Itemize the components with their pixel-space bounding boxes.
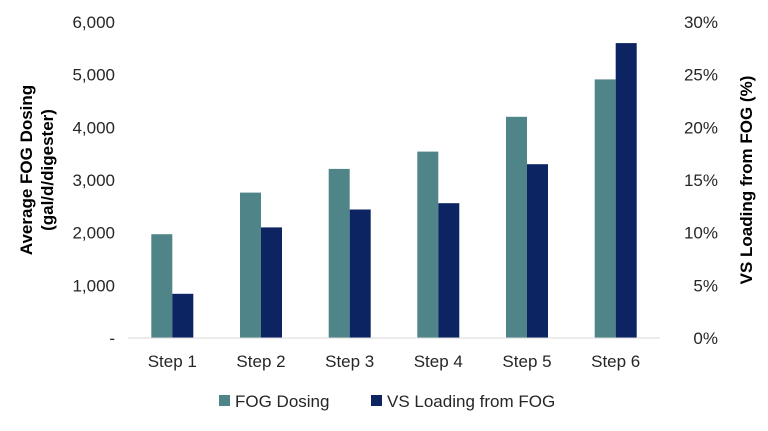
y2-tick-label: 10%	[684, 224, 718, 243]
x-tick-label: Step 1	[148, 352, 197, 371]
left-axis-ticks: - 1,000 2,000 3,000 4,000 5,000 6,000	[72, 13, 115, 348]
y2-tick-label: 15%	[684, 171, 718, 190]
legend-label-vs-loading: VS Loading from FOG	[387, 392, 555, 411]
bar-vs-loading	[349, 209, 371, 338]
y2-tick-label: 0%	[693, 329, 718, 348]
category-labels: Step 1 Step 2 Step 3 Step 4 Step 5 Step 6	[148, 352, 641, 371]
bar-fog-dosing	[151, 234, 173, 338]
bar-vs-loading	[438, 203, 460, 338]
bar-fog-dosing	[506, 116, 527, 338]
y-tick-label: 2,000	[72, 224, 115, 243]
y2-tick-label: 30%	[684, 13, 718, 32]
y-axis-title-line1: Average FOG Dosing	[17, 85, 36, 255]
legend: FOG Dosing VS Loading from FOG	[219, 392, 555, 411]
bar-vs-loading	[261, 227, 282, 338]
bar-vs-loading	[615, 43, 637, 338]
y2-axis-title: VS Loading from FOG (%)	[737, 76, 756, 285]
x-tick-label: Step 3	[325, 352, 374, 371]
x-tick-label: Step 5	[502, 352, 551, 371]
y-tick-label: 3,000	[72, 171, 115, 190]
legend-swatch-fog-dosing	[219, 395, 230, 406]
bar-fog-dosing	[417, 151, 439, 338]
bar-vs-loading	[172, 293, 194, 338]
y-tick-label: 6,000	[72, 13, 115, 32]
legend-swatch-vs-loading	[371, 395, 382, 406]
y-tick-label: -	[109, 329, 115, 348]
bar-vs-loading	[527, 164, 548, 338]
x-tick-label: Step 6	[591, 352, 640, 371]
bar-marks	[151, 43, 637, 339]
bar-fog-dosing	[328, 168, 350, 338]
y-axis-title-line2: (gal/d/digester)	[38, 109, 57, 231]
x-tick-label: Step 4	[414, 352, 463, 371]
y-tick-label: 4,000	[72, 118, 115, 137]
y-tick-label: 1,000	[72, 276, 115, 295]
y2-tick-label: 25%	[684, 66, 718, 85]
y-tick-label: 5,000	[72, 66, 115, 85]
y2-tick-label: 5%	[693, 276, 718, 295]
right-axis-ticks: 0% 5% 10% 15% 20% 25% 30%	[684, 13, 718, 348]
legend-label-fog-dosing: FOG Dosing	[235, 392, 329, 411]
bar-fog-dosing	[240, 192, 261, 338]
x-tick-label: Step 2	[236, 352, 285, 371]
y2-tick-label: 20%	[684, 118, 718, 137]
bar-fog-dosing	[594, 79, 616, 339]
